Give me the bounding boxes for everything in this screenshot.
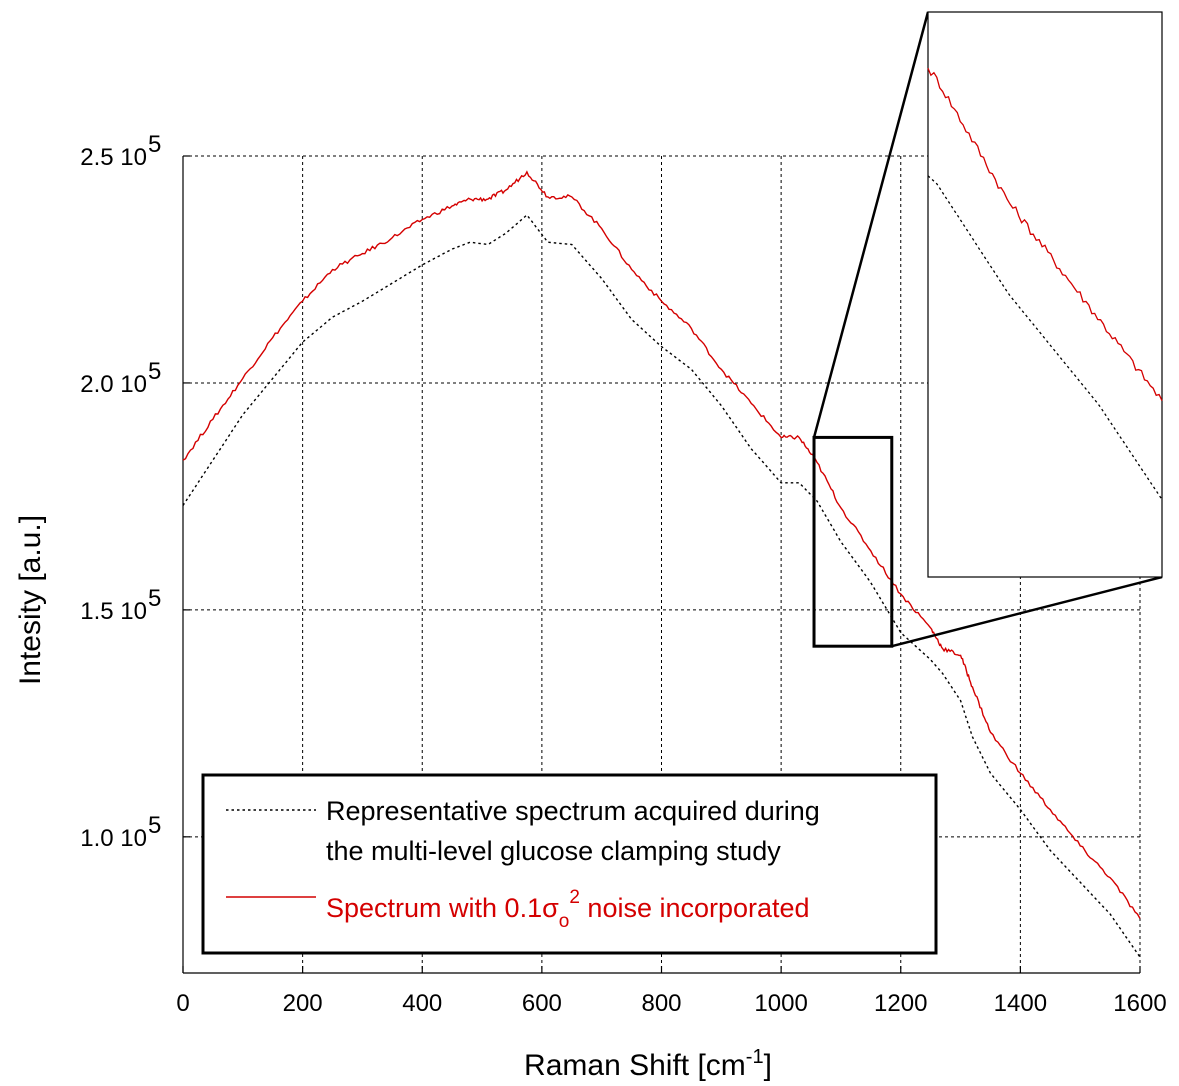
x-tick-label-3: 600	[522, 990, 562, 1017]
y-tick-label-exp-0: 5	[148, 812, 161, 839]
x-axis-title: Raman Shift [cm-1]	[524, 1046, 772, 1082]
legend-label-representative-line1: Representative spectrum acquired during	[326, 796, 820, 826]
y-axis-title: Intesity [a.u.]	[14, 515, 47, 685]
y-tick-label-exp-2: 5	[148, 358, 161, 385]
inset-series-representative	[927, 175, 1163, 500]
y-tick-label-2: 2.0 10	[80, 371, 147, 398]
x-tick-label-7: 1400	[994, 990, 1047, 1017]
zoom-inset	[812, 11, 1163, 648]
legend-label-noisy: Spectrum with 0.1σo2 noise incorporated	[326, 887, 810, 932]
y-tick-label-exp-3: 5	[148, 131, 161, 158]
y-tick-label-3: 2.5 10	[80, 144, 147, 171]
x-tick-label-4: 800	[641, 990, 681, 1017]
x-tick-label-6: 1200	[874, 990, 927, 1017]
y-tick-label-0: 1.0 10	[80, 825, 147, 852]
zoom-connector-top	[812, 11, 930, 438]
y-tick-label-exp-1: 5	[148, 585, 161, 612]
y-tick-label-1: 1.5 10	[80, 598, 147, 625]
x-tick-label-2: 400	[402, 990, 442, 1017]
x-tick-label-0: 0	[176, 990, 189, 1017]
x-tick-label-5: 1000	[754, 990, 807, 1017]
x-tick-label-1: 200	[283, 990, 323, 1017]
legend: Representative spectrum acquired during …	[201, 773, 938, 955]
series-line-noisy	[182, 170, 1141, 919]
series-layer	[182, 170, 1141, 958]
legend-label-representative-line2: the multi-level glucose clamping study	[326, 836, 781, 866]
inset-frame	[927, 11, 1163, 578]
inset-series-noisy	[927, 68, 1163, 401]
legend-box	[201, 773, 938, 955]
zoom-box	[812, 435, 894, 648]
zoom-connector-bottom	[891, 575, 1163, 648]
series-line-representative	[182, 213, 1141, 958]
x-tick-label-8: 1600	[1113, 990, 1166, 1017]
plot-axes	[182, 155, 1141, 974]
